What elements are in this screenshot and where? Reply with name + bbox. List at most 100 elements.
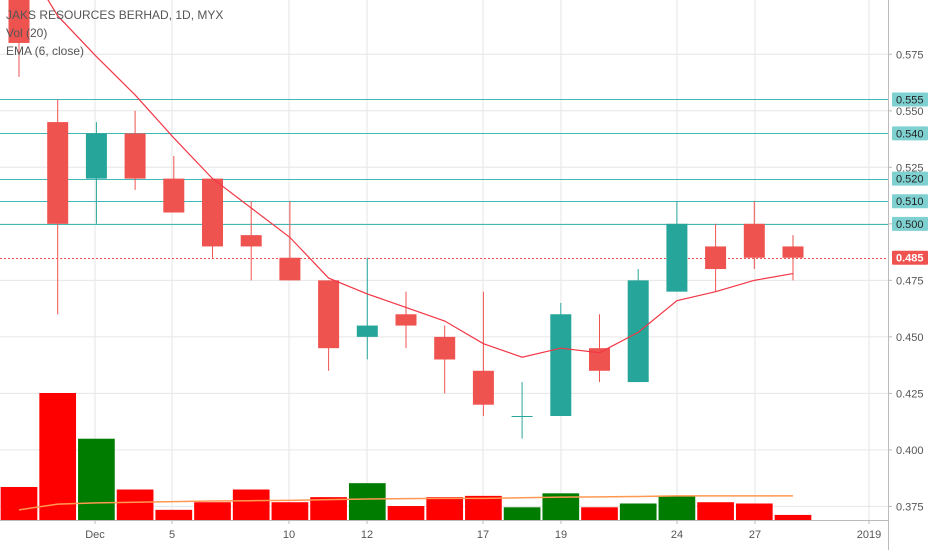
candle-body [356, 325, 378, 337]
y-tick-label: 0.400 [896, 445, 924, 457]
volume-bar [232, 489, 270, 520]
candle [85, 122, 107, 224]
candle-body [124, 133, 146, 179]
candle-body [318, 280, 340, 349]
y-tick-label: 0.375 [896, 501, 924, 513]
candle [550, 302, 572, 416]
legend-volume: Vol (20) [6, 26, 48, 40]
legend-ema: EMA (6, close) [6, 44, 85, 58]
candle [472, 291, 494, 416]
y-tick-label: 0.525 [896, 162, 924, 174]
candle [279, 201, 301, 281]
level-label-bg [892, 126, 928, 141]
y-tick-label: 0.550 [896, 106, 924, 118]
x-tick-label: 19 [555, 529, 567, 541]
chart-legend: JAKS RESOURCES BERHAD, 1D, MYX Vol (20) … [6, 6, 223, 60]
volume-bar [0, 486, 38, 520]
volume-bar [503, 507, 541, 520]
volume-bar [426, 497, 464, 520]
volume-bar [465, 495, 502, 520]
y-tick-label: 0.425 [896, 388, 924, 400]
x-tick-label: Dec [85, 529, 105, 541]
x-tick-label: 27 [749, 529, 761, 541]
x-tick-label: 17 [477, 529, 489, 541]
candle-body [240, 235, 262, 247]
x-tick-label: 10 [283, 529, 295, 541]
volume-bar [387, 506, 425, 520]
volume-bar [116, 489, 154, 520]
volume-bar [735, 503, 773, 520]
volume-bar [155, 509, 193, 520]
level-label: 0.520 [896, 174, 924, 186]
candle [8, 0, 30, 77]
last-price-label: 0.485 [896, 253, 924, 265]
candle-body [627, 280, 649, 383]
candle [318, 280, 340, 371]
level-label: 0.540 [896, 128, 924, 140]
candle-body [202, 178, 223, 247]
x-tick-label: 5 [169, 529, 175, 541]
candle [743, 201, 765, 270]
legend-title: JAKS RESOURCES BERHAD, 1D, MYX [6, 8, 224, 22]
candle [240, 201, 262, 281]
level-label: 0.510 [896, 196, 924, 208]
volume-bar [39, 393, 77, 520]
x-tick-label: 2019 [857, 529, 881, 541]
ema-line [47, 0, 794, 358]
candle-body [782, 246, 804, 258]
candle-body [47, 122, 69, 224]
volume-bar [310, 497, 347, 520]
volume-bar [78, 438, 115, 520]
candle [124, 110, 146, 190]
candle-body [279, 257, 301, 281]
candle [666, 201, 688, 292]
volume-bar [194, 502, 231, 520]
candle-body [434, 336, 456, 360]
level-label-bg [892, 194, 928, 209]
x-tick-label: 12 [361, 529, 373, 541]
candle-body [163, 178, 185, 213]
y-tick-label: 0.450 [896, 332, 924, 344]
volume-bar [619, 503, 657, 520]
candle-body [395, 314, 417, 326]
level-label-bg [892, 171, 928, 186]
volume-bar [581, 507, 618, 520]
level-label-bg [892, 92, 928, 107]
candle [163, 156, 185, 213]
candle [395, 291, 417, 349]
candle [511, 382, 533, 439]
volume-bar [774, 514, 812, 520]
volume-bar [348, 483, 386, 520]
volume-bar [697, 502, 734, 520]
candle [47, 99, 69, 315]
candle-body [666, 223, 688, 292]
volume-bar [658, 495, 696, 520]
candle [705, 223, 727, 292]
y-tick-label: 0.575 [896, 49, 924, 61]
candle-body [589, 348, 610, 371]
level-label-bg [892, 216, 928, 231]
y-tick-label: 0.475 [896, 275, 924, 287]
candle [434, 325, 456, 394]
level-label: 0.555 [896, 94, 924, 106]
last-price-label-bg [892, 250, 928, 265]
volume-ma-line [18, 495, 793, 511]
candle-body [743, 223, 765, 258]
candle [782, 235, 804, 281]
x-tick-label: 24 [671, 529, 683, 541]
level-label: 0.500 [896, 219, 924, 231]
candle-body [705, 246, 727, 270]
candle [627, 269, 649, 383]
candle-body [85, 133, 107, 179]
candle [589, 314, 610, 383]
candle [202, 178, 223, 258]
candle-body [8, 0, 30, 43]
candle-body [550, 314, 572, 416]
candle-body [472, 370, 494, 405]
volume-bar [271, 502, 309, 520]
candle [356, 257, 378, 360]
price-axis [888, 0, 932, 550]
candle-body [511, 416, 533, 417]
